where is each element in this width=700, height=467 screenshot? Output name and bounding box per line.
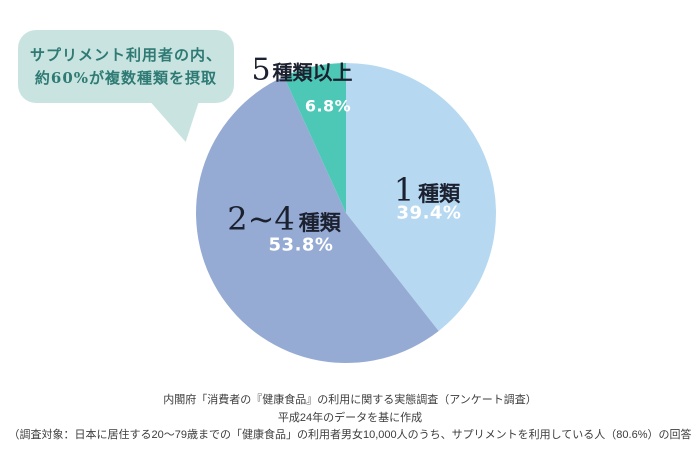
pie-slice-one-kind <box>346 63 496 331</box>
slice-label-two-to-four-kinds: 2~4 種類 <box>227 200 341 238</box>
slice-label-one-kind-number: 1 <box>393 171 415 209</box>
slice-value-five-or-more-kinds: 6.8% <box>304 96 352 116</box>
slice-label-one-kind-unit: 種類 <box>418 181 461 206</box>
slice-value-two-to-four-kinds: 53.8% <box>268 234 334 256</box>
slice-value-one-kind: 39.4% <box>396 202 462 224</box>
source-note-line2: 平成24年のデータを基に作成 <box>277 411 423 424</box>
slice-label-two-to-four-kinds-unit: 種類 <box>298 210 341 235</box>
source-note-line1: 内閣府「消費者の『健康食品』の利用に関する実態調査（アンケート調査） <box>163 394 537 406</box>
pie-chart-container <box>196 63 496 363</box>
pie-chart <box>196 63 496 363</box>
slice-label-one-kind: 1 種類 <box>394 171 460 209</box>
slice-label-two-to-four-kinds-number: 2~4 <box>227 200 295 238</box>
callout-text-line2: 約60%が複数種類を摂取 <box>34 68 218 87</box>
callout-bubble: サプリメント利用者の内、 約60%が複数種類を摂取 <box>18 30 234 103</box>
pie-slice-five-or-more-kinds <box>283 63 346 213</box>
source-note: 内閣府「消費者の『健康食品』の利用に関する実態調査（アンケート調査） 平成24年… <box>0 392 700 445</box>
slice-label-five-or-more-kinds-number: 5 <box>251 52 271 88</box>
slice-label-five-or-more-kinds-unit: 種類以上 <box>272 60 353 85</box>
source-note-line3: （調査対象：日本に居住する20〜79歳までの「健康食品」の利用者男女10,000… <box>8 429 692 441</box>
callout-bubble-tail <box>147 98 200 142</box>
pie-slice-two-to-four-kinds <box>196 76 439 363</box>
slice-label-five-or-more-kinds: 5 種類以上 <box>251 53 352 88</box>
callout-text-line1: サプリメント利用者の内、 <box>29 45 222 64</box>
